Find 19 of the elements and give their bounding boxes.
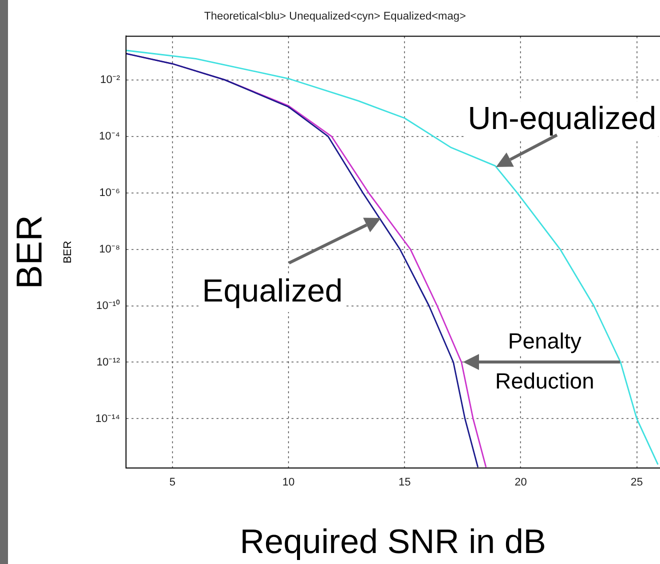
y-tick-label: 10⁻¹⁰ [96,298,120,312]
annotation: Penalty Reduction [495,328,594,394]
x-tick-label: 20 [514,476,527,489]
y-tick-label: 10⁻⁴ [99,130,120,142]
x-axis-title: Required SNR in dB [240,522,546,561]
x-tick-label: 25 [630,476,643,489]
annotation: Un-equalized [468,100,656,136]
y-tick-label: 10⁻² [100,74,120,86]
x-tick-label: 15 [398,476,411,489]
x-tick-label: 10 [282,476,295,489]
text: BER [62,240,74,264]
y-tick-label: 10⁻¹² [96,356,120,368]
x-tick-label: 5 [169,476,176,489]
y-axis-title: BER [8,215,50,290]
annotation: Equalized [202,272,343,309]
chart-title: Theoretical<blu> Unequalized<cyn> Equalized<mag> [204,10,466,23]
y-tick-label: 10⁻⁶ [99,186,120,199]
y-tick-label: 10⁻⁸ [99,243,120,256]
y-tick-label: 10⁻¹⁴ [95,412,120,425]
